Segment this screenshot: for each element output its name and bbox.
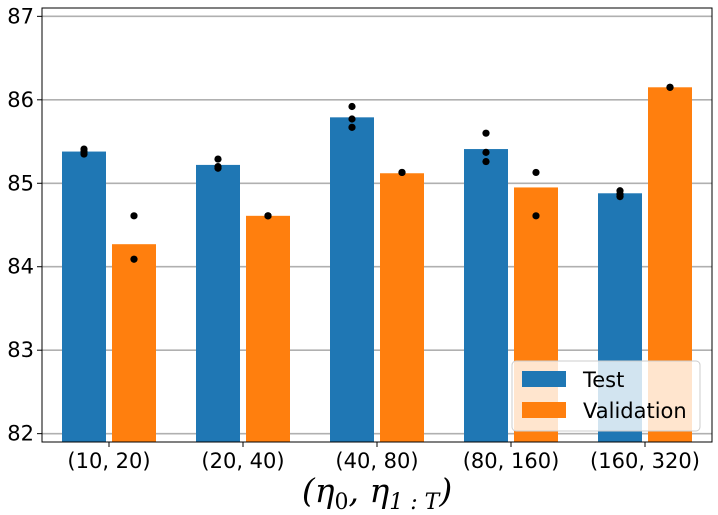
x-axis-title-eta1-subscript: 1 : T (389, 490, 441, 515)
x-axis-title-eta1: η (369, 471, 389, 510)
y-axis: 82 83 84 85 86 87 (7, 4, 42, 446)
point-validation-4-1 (532, 168, 540, 177)
y-tick-label-83: 83 (7, 338, 34, 362)
bar-validation-2 (246, 215, 290, 442)
x-axis-title-open: ( (302, 471, 316, 510)
y-tick-label-85: 85 (7, 171, 34, 195)
point-validation-1-1 (130, 212, 138, 220)
bar-test-4 (464, 149, 508, 443)
y-tick-label-87: 87 (7, 4, 34, 28)
point-test-3-2 (348, 115, 356, 123)
point-test-5-3 (616, 193, 624, 201)
point-test-4-1 (482, 129, 490, 137)
legend-swatch-validation (522, 402, 566, 418)
y-tick-label-86: 86 (7, 88, 34, 112)
x-axis-title: (η0, η1 : T) (302, 471, 452, 515)
point-test-1-3 (80, 150, 88, 158)
x-tick-label-5: (160, 320) (590, 449, 700, 473)
point-validation-5-2 (666, 83, 674, 91)
x-axis-title-eta0: η (315, 471, 335, 510)
x-axis-title-close: ) (438, 471, 452, 510)
y-tick-label-84: 84 (7, 255, 34, 279)
point-test-3-1 (348, 102, 356, 111)
point-test-3-3 (348, 123, 356, 131)
x-tick-label-4: (80, 160) (463, 449, 560, 473)
bar-test-2 (196, 164, 240, 442)
bar-test-1 (62, 151, 106, 443)
point-test-2-3 (214, 164, 222, 172)
point-layer (80, 83, 674, 263)
x-axis: (10, 20) (20, 40) (40, 80) (80, 160) (160, 3… (67, 442, 700, 473)
x-tick-label-1: (10, 20) (67, 449, 150, 473)
legend-label-validation: Validation (583, 399, 687, 423)
legend-swatch-test (522, 371, 566, 387)
point-validation-3-2 (398, 168, 406, 177)
legend: Test Validation (511, 360, 701, 432)
point-validation-4-2 (532, 212, 540, 220)
x-tick-label-3: (40, 80) (335, 449, 418, 473)
bar-validation-1 (112, 244, 156, 442)
point-validation-1-2 (130, 255, 138, 263)
point-test-4-2 (482, 148, 490, 156)
point-validation-2-2 (264, 212, 272, 220)
legend-label-test: Test (582, 368, 624, 392)
bar-validation-3 (380, 173, 424, 442)
y-tick-label-82: 82 (7, 422, 34, 446)
x-axis-title-comma: , (348, 471, 369, 510)
point-test-2-1 (214, 155, 222, 163)
bar-test-3 (330, 117, 374, 442)
point-test-4-3 (482, 157, 490, 166)
x-axis-title-eta0-subscript: 0 (334, 490, 348, 515)
x-tick-label-2: (20, 40) (201, 449, 284, 473)
